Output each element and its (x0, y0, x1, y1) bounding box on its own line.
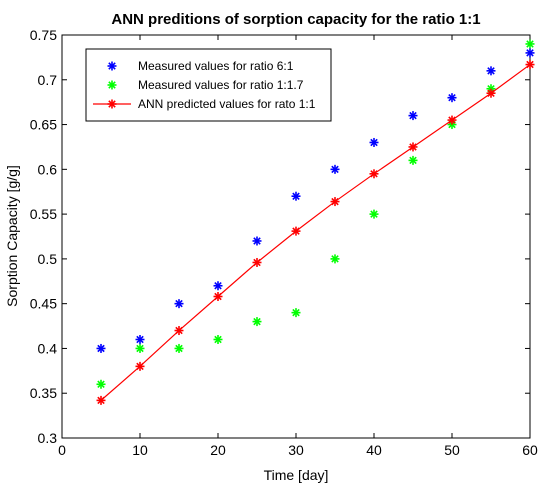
legend-box (85, 48, 332, 122)
x-tick-label: 30 (288, 442, 304, 458)
y-tick-label: 0.3 (38, 430, 58, 446)
legend-entry: ANN predicted values for rato 1:1 (93, 97, 316, 111)
data-point (135, 334, 145, 344)
data-point (174, 343, 184, 353)
y-tick-label: 0.5 (38, 251, 58, 267)
data-point (330, 254, 340, 264)
data-point (330, 197, 340, 207)
data-point (486, 66, 496, 76)
data-point (174, 326, 184, 336)
data-point (291, 226, 301, 236)
data-point (135, 343, 145, 353)
y-tick-label: 0.45 (30, 296, 57, 312)
x-tick-label: 10 (132, 442, 148, 458)
data-point (525, 39, 535, 49)
data-point (369, 209, 379, 219)
data-point (96, 379, 106, 389)
data-point (291, 308, 301, 318)
data-point (252, 317, 262, 327)
legend-entry: Measured values for ratio 1:1.7 (107, 78, 304, 92)
data-point (213, 334, 223, 344)
data-point (525, 60, 535, 70)
data-point (369, 169, 379, 179)
y-tick-label: 0.7 (38, 72, 58, 88)
data-series (96, 39, 535, 405)
y-axis: 0.3 0.35 0.4 0.45 0.5 0.55 0.6 0.65 0.7 0.75 (30, 27, 530, 446)
data-point (135, 361, 145, 371)
data-point (96, 343, 106, 353)
x-tick-label: 20 (210, 442, 226, 458)
x-tick-label: 60 (522, 442, 538, 458)
legend: Measured values for ratio 6:1 Measured va… (85, 48, 332, 122)
x-tick-label: 0 (58, 442, 66, 458)
series-2 (96, 39, 535, 389)
series-1 (96, 48, 535, 353)
data-point (96, 395, 106, 405)
legend-label: Measured values for ratio 6:1 (138, 59, 294, 73)
data-point (330, 164, 340, 174)
x-tick-label: 50 (444, 442, 460, 458)
data-point (447, 93, 457, 103)
data-point (213, 292, 223, 302)
legend-entries: Measured values for ratio 6:1 Measured va… (93, 59, 316, 111)
y-tick-label: 0.65 (30, 117, 57, 133)
series-line (100, 64, 531, 401)
data-point (291, 191, 301, 201)
y-tick-label: 0.4 (38, 340, 58, 356)
legend-marker (107, 61, 117, 71)
data-point (213, 281, 223, 291)
x-tick-label: 40 (366, 442, 382, 458)
data-point (252, 257, 262, 267)
y-tick-label: 0.6 (38, 161, 58, 177)
data-point (486, 88, 496, 98)
data-point (174, 299, 184, 309)
data-point (408, 142, 418, 152)
legend-label: ANN predicted values for rato 1:1 (138, 97, 316, 111)
data-point (369, 137, 379, 147)
legend-label: Measured values for ratio 1:1.7 (138, 78, 304, 92)
chart-title: ANN preditions of sorption capacity for … (111, 11, 480, 28)
y-tick-label: 0.55 (30, 206, 57, 222)
x-axis: 0 10 20 30 40 50 60 (58, 35, 538, 458)
y-axis-label: Sorption Capacity [g/g] (4, 165, 20, 307)
series-3 (96, 60, 535, 405)
legend-marker (107, 99, 117, 109)
legend-marker (107, 80, 117, 90)
x-axis-label: Time [day] (264, 467, 329, 483)
data-point (252, 236, 262, 246)
legend-entry: Measured values for ratio 6:1 (107, 59, 294, 73)
y-tick-label: 0.75 (30, 27, 57, 43)
data-point (408, 111, 418, 121)
data-point (525, 48, 535, 58)
data-point (408, 155, 418, 165)
data-point (447, 115, 457, 125)
y-tick-label: 0.35 (30, 385, 57, 401)
